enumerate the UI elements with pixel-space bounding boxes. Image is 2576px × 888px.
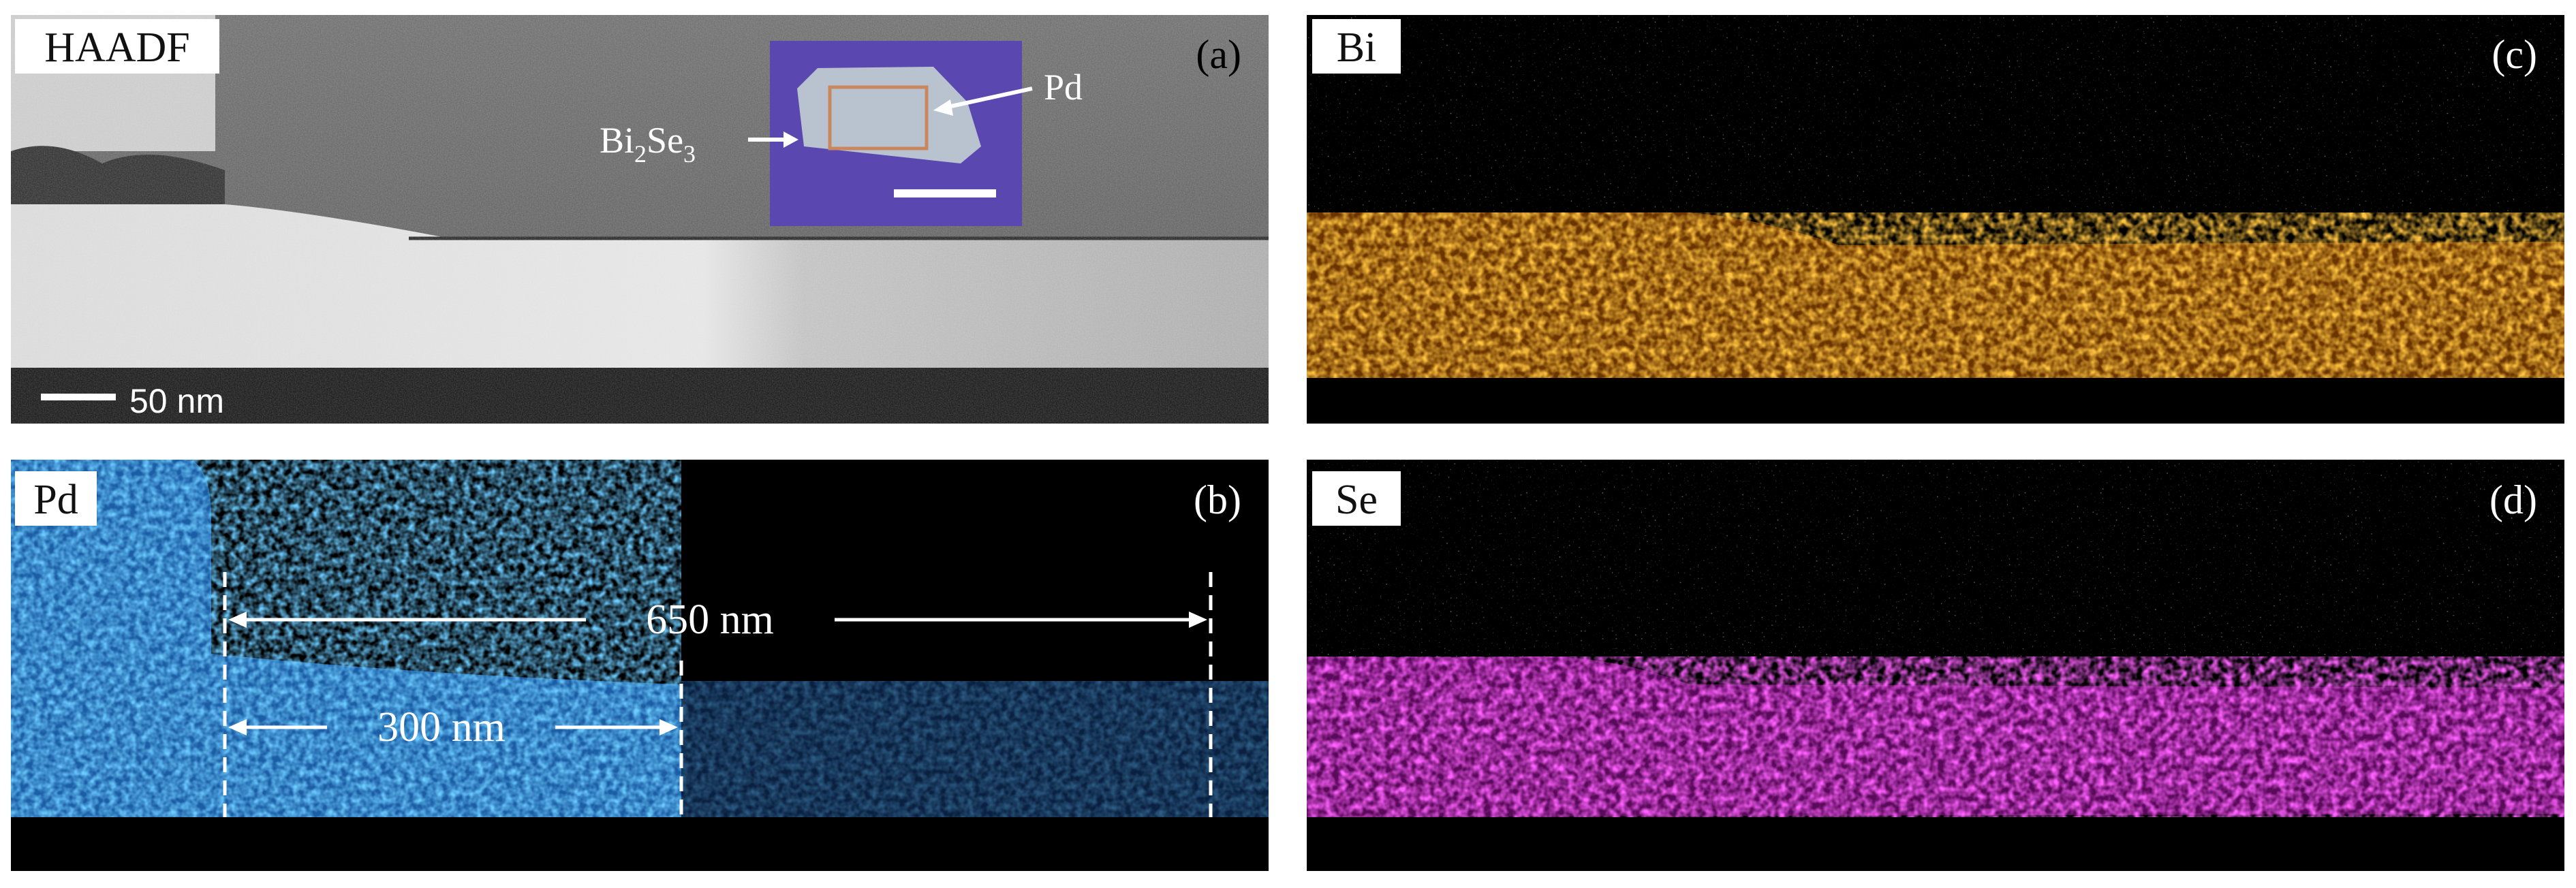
label-se: Se xyxy=(1335,477,1378,523)
arrow-300nm-right-head xyxy=(659,719,678,735)
bi-film-noise xyxy=(1307,212,2564,378)
annotation-650nm: 650 nm xyxy=(646,597,774,643)
pd-faint-noise xyxy=(681,681,1269,817)
label-pd: Pd xyxy=(33,477,78,523)
panel-letter-c: (c) xyxy=(2492,32,2537,77)
se-sparse-counts xyxy=(1307,460,2564,657)
haadf-grain xyxy=(11,15,1269,424)
bi-substrate xyxy=(1307,385,2564,424)
arrow-bi2se3-head xyxy=(783,131,798,148)
label-bi: Bi xyxy=(1337,25,1377,71)
scale-bar-label: 50 nm xyxy=(129,382,224,420)
label-box-haadf xyxy=(15,19,219,74)
arrow-650nm-left-head xyxy=(228,612,247,628)
arrow-300nm-left-head xyxy=(228,719,247,735)
arrow-650nm-right-head xyxy=(1189,612,1207,628)
panel-letter-a: (a) xyxy=(1196,32,1241,77)
label-haadf: HAADF xyxy=(44,25,190,71)
arrow-pd-head xyxy=(933,99,953,116)
label-box-pd xyxy=(15,471,97,526)
panel-d-se-map xyxy=(1307,460,2564,871)
label-box-se xyxy=(1312,471,1401,526)
panel-c-bi-map xyxy=(1307,15,2564,424)
se-film-noise xyxy=(1307,656,2564,817)
inset-pd-electrode xyxy=(828,85,929,150)
inset-optical-image xyxy=(770,41,1022,226)
inset-flake xyxy=(797,67,981,163)
scale-bar-50nm xyxy=(41,394,116,400)
annotation-300nm: 300 nm xyxy=(377,704,506,750)
inset-scale-bar xyxy=(894,189,996,197)
pd-substrate xyxy=(11,827,1269,871)
inset-label-bi2se3: Bi2Se3 xyxy=(600,120,696,168)
inset-label-pd: Pd xyxy=(1044,67,1083,108)
se-substrate xyxy=(1307,827,2564,871)
arrow-pd xyxy=(938,86,1033,111)
panel-b-pd-map xyxy=(11,460,1269,871)
bi-sparse-counts xyxy=(1307,15,2564,212)
panel-letter-b: (b) xyxy=(1194,477,1241,522)
pd-region-noise xyxy=(11,460,681,817)
panel-letter-d: (d) xyxy=(2489,477,2537,522)
label-box-bi xyxy=(1312,19,1401,74)
